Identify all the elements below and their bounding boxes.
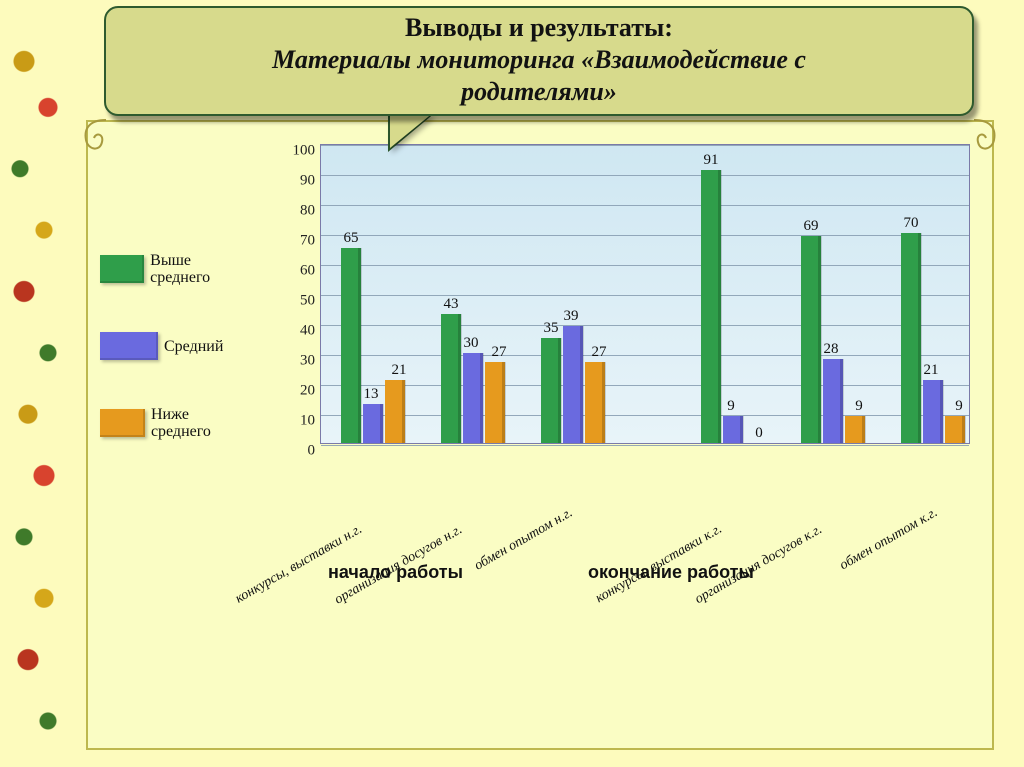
legend-swatch — [100, 409, 145, 437]
bar: 69 — [801, 236, 821, 443]
bar: 70 — [901, 233, 921, 443]
legend-item: Средний — [100, 332, 230, 360]
bar: 9 — [723, 416, 743, 443]
ytick-label: 20 — [300, 383, 321, 400]
scroll-curl-left — [82, 118, 108, 160]
bar-group: 9190 — [701, 145, 771, 443]
title-line3: родителями» — [106, 76, 972, 108]
bar-value-label: 27 — [592, 344, 607, 361]
bar: 43 — [441, 314, 461, 443]
gridline — [321, 175, 969, 176]
bar: 13 — [363, 404, 383, 443]
bar: 27 — [585, 362, 605, 443]
bar-value-label: 27 — [492, 344, 507, 361]
legend-label: Выше среднего — [150, 252, 230, 286]
bar-value-label: 21 — [924, 362, 939, 379]
bar-group: 353927 — [541, 145, 611, 443]
bar-value-label: 9 — [955, 398, 963, 415]
title-line2: Материалы мониторинга «Взаимодействие с — [106, 44, 972, 76]
bar-value-label: 9 — [727, 398, 735, 415]
chart: 0102030405060708090100651321433027353927… — [278, 134, 978, 554]
gridline — [321, 445, 969, 446]
ytick-label: 70 — [300, 233, 321, 250]
content-panel: Выше среднего Средний Ниже среднего 0 10 20 3… — [86, 120, 994, 750]
gridline — [321, 415, 969, 416]
gridline — [321, 325, 969, 326]
bar-value-label: 0 — [755, 425, 763, 442]
bar-group: 433027 — [441, 145, 511, 443]
bar: 21 — [923, 380, 943, 443]
label-start: начало работы — [328, 562, 463, 583]
slide: Выше среднего Средний Ниже среднего 0 10 20 3… — [0, 0, 1024, 767]
bar-value-label: 35 — [544, 320, 559, 337]
bar-value-label: 30 — [464, 335, 479, 352]
bar: 91 — [701, 170, 721, 443]
bar: 9 — [945, 416, 965, 443]
bar-group: 651321 — [341, 145, 411, 443]
ytick-label: 50 — [300, 293, 321, 310]
bar: 27 — [485, 362, 505, 443]
bar-value-label: 28 — [824, 341, 839, 358]
bar-value-label: 65 — [344, 230, 359, 247]
ytick-label: 10 — [300, 413, 321, 430]
ytick-label: 100 — [293, 143, 322, 160]
bar: 30 — [463, 353, 483, 443]
bar-value-label: 70 — [904, 215, 919, 232]
legend: Выше среднего Средний Ниже среднего — [100, 252, 230, 486]
ytick-label: 0 — [308, 443, 322, 460]
gridline — [321, 355, 969, 356]
bar: 39 — [563, 326, 583, 443]
gridline — [321, 265, 969, 266]
legend-item: Выше среднего — [100, 252, 230, 286]
bar-group: 69289 — [801, 145, 871, 443]
bottom-labels: начало работы окончание работы — [298, 562, 978, 583]
bar: 35 — [541, 338, 561, 443]
ytick-label: 90 — [300, 173, 321, 190]
bar-value-label: 69 — [804, 218, 819, 235]
legend-label: Средний — [164, 338, 223, 355]
ytick-label: 80 — [300, 203, 321, 220]
legend-item: Ниже среднего — [100, 406, 230, 440]
title-line1: Выводы и результаты: — [106, 12, 972, 44]
bar: 9 — [845, 416, 865, 443]
legend-swatch — [100, 332, 158, 360]
bar-group: 70219 — [901, 145, 971, 443]
bar: 21 — [385, 380, 405, 443]
bar-value-label: 91 — [704, 152, 719, 169]
bar-value-label: 13 — [364, 386, 379, 403]
bar-value-label: 9 — [855, 398, 863, 415]
ytick-label: 60 — [300, 263, 321, 280]
legend-swatch — [100, 255, 144, 283]
gridline — [321, 385, 969, 386]
gridline — [321, 205, 969, 206]
title-callout: Выводы и результаты: Материалы мониторин… — [104, 6, 974, 116]
bar-value-label: 43 — [444, 296, 459, 313]
gridline — [321, 235, 969, 236]
chart-plot: 0102030405060708090100651321433027353927… — [320, 144, 970, 444]
legend-label: Ниже среднего — [151, 406, 230, 440]
bar-value-label: 21 — [392, 362, 407, 379]
gridline — [321, 295, 969, 296]
ytick-label: 40 — [300, 323, 321, 340]
floral-border — [0, 0, 80, 767]
label-end: окончание работы — [588, 562, 754, 583]
bar: 28 — [823, 359, 843, 443]
bar-value-label: 39 — [564, 308, 579, 325]
ytick-label: 30 — [300, 353, 321, 370]
callout-tail — [390, 112, 434, 148]
bar: 65 — [341, 248, 361, 443]
